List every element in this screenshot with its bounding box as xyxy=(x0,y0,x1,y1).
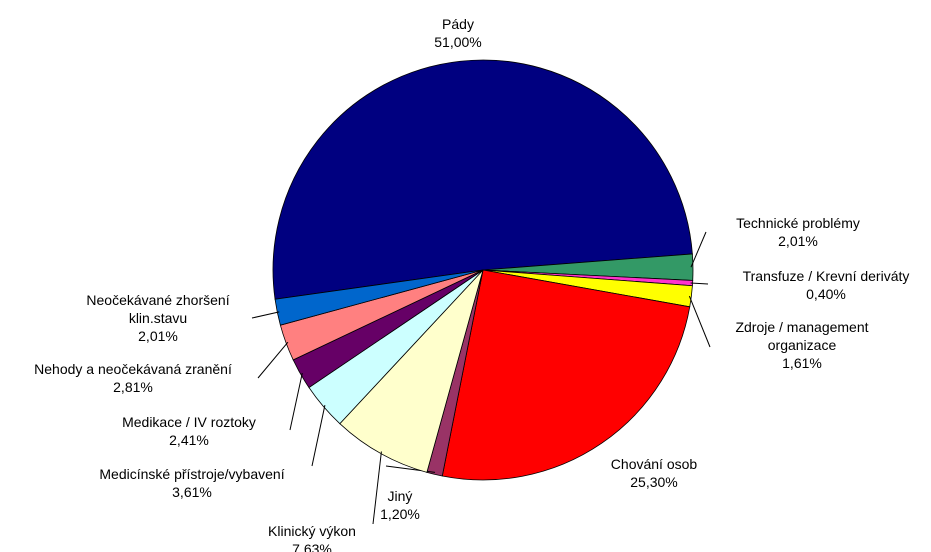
leader-line xyxy=(690,231,707,268)
slice-name: Medikace / IV roztoky xyxy=(122,414,256,430)
slice-label: Medicínské přístroje/vybavení 3,61% xyxy=(99,465,284,501)
leader-line xyxy=(257,341,289,379)
slice-value-label: 1,61% xyxy=(782,355,822,371)
slice-name: Transfuze / Krevní deriváty xyxy=(742,268,910,284)
slice-label: Medikace / IV roztoky 2,41% xyxy=(122,413,256,449)
slice-value-label: 25,30% xyxy=(630,474,678,490)
slice-label: Chování osob 25,30% xyxy=(611,455,697,491)
slice-value-label: 2,81% xyxy=(113,379,153,395)
slice-value-label: 3,61% xyxy=(172,484,212,500)
pie-slice xyxy=(339,269,484,473)
slice-label: Transfuze / Krevní deriváty 0,40% xyxy=(743,267,910,303)
slice-name: Klinický výkon xyxy=(268,523,356,539)
leader-line xyxy=(289,372,303,431)
slice-value-label: 1,20% xyxy=(380,506,420,522)
slice-label: Klinický výkon 7,63% xyxy=(268,522,356,552)
slice-value-label: 0,40% xyxy=(806,286,846,302)
leader-line xyxy=(688,295,711,348)
slice-name: Pády xyxy=(442,16,474,32)
slice-label: Neočekávané zhoršení klin.stavu 2,01% xyxy=(63,291,253,345)
leader-line xyxy=(690,282,709,285)
slice-name: Chování osob xyxy=(610,456,698,472)
slice-value-label: 2,01% xyxy=(778,233,818,249)
slice-value-label: 2,01% xyxy=(138,328,178,344)
pie-slice xyxy=(441,269,691,481)
slice-name: Neočekávané zhoršení klin.stavu xyxy=(86,292,230,326)
leader-line xyxy=(251,311,280,319)
slice-name: Jiný xyxy=(387,488,413,504)
slice-name: Nehody a neočekávaná zranění xyxy=(34,361,232,377)
leader-line xyxy=(372,451,382,525)
leader-line xyxy=(311,405,326,467)
slice-label: Zdroje / management organizace 1,61% xyxy=(715,318,890,372)
slice-value-label: 51,00% xyxy=(434,34,482,50)
slice-name: Medicínské přístroje/vybavení xyxy=(99,466,285,482)
slice-value-label: 2,41% xyxy=(169,432,209,448)
pie-slice xyxy=(272,59,693,300)
slice-value-label: 7,63% xyxy=(292,541,332,552)
slice-label: Technické problémy 2,01% xyxy=(736,214,860,250)
slice-label: Jiný 1,20% xyxy=(380,487,420,523)
slice-name: Zdroje / management organizace xyxy=(735,319,869,353)
slice-name: Technické problémy xyxy=(736,215,860,231)
slice-label: Pády 51,00% xyxy=(434,15,481,51)
slice-label: Nehody a neočekávaná zranění 2,81% xyxy=(34,360,232,396)
